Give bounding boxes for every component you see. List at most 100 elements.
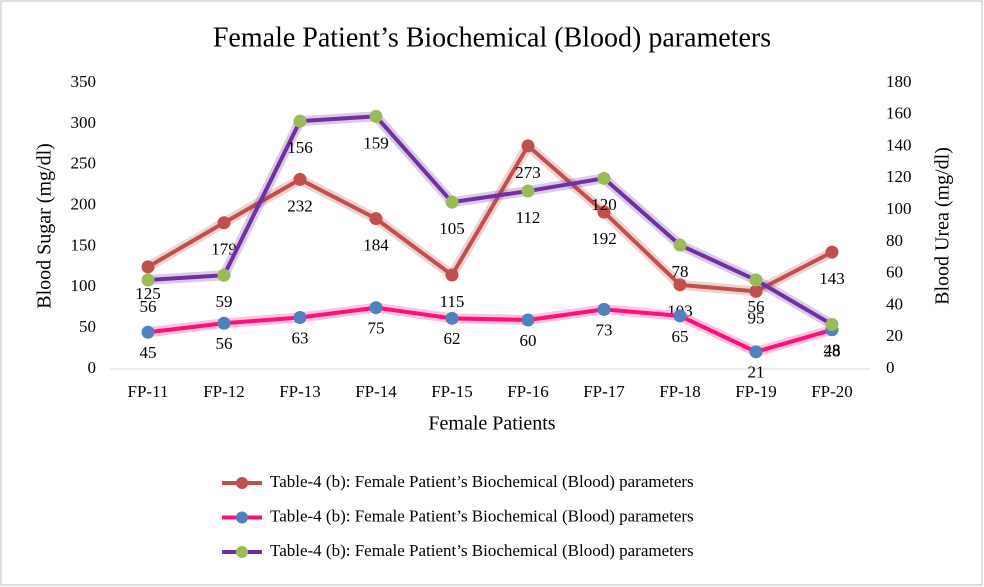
x-tick-label: FP-19 bbox=[735, 382, 777, 401]
data-point bbox=[521, 139, 535, 153]
data-point bbox=[217, 316, 231, 330]
x-tick-label: FP-17 bbox=[583, 382, 625, 401]
legend-marker bbox=[236, 511, 248, 524]
data-label: 62 bbox=[444, 329, 461, 348]
y2-tick-label: 60 bbox=[886, 263, 903, 282]
y2-tick-label: 180 bbox=[886, 72, 912, 91]
data-label: 156 bbox=[287, 138, 313, 157]
x-tick-label: FP-20 bbox=[811, 382, 853, 401]
data-point bbox=[369, 212, 383, 226]
data-label: 112 bbox=[516, 208, 541, 227]
data-label: 73 bbox=[596, 320, 613, 339]
data-point bbox=[141, 325, 155, 339]
data-label: 65 bbox=[672, 327, 689, 346]
data-point bbox=[673, 238, 687, 252]
data-label: 105 bbox=[439, 219, 465, 238]
data-label: 75 bbox=[368, 319, 385, 338]
data-label: 143 bbox=[819, 269, 845, 288]
data-point bbox=[597, 205, 611, 219]
x-tick-label: FP-16 bbox=[507, 382, 549, 401]
data-point bbox=[825, 318, 839, 332]
data-label: 273 bbox=[515, 163, 541, 182]
y-tick-label: 50 bbox=[79, 317, 96, 336]
data-label: 59 bbox=[216, 292, 233, 311]
chart-title: Female Patient’s Biochemical (Blood) par… bbox=[213, 22, 771, 53]
data-point bbox=[597, 171, 611, 185]
y2-tick-label: 100 bbox=[886, 199, 912, 218]
data-label: 78 bbox=[672, 262, 689, 281]
y-axis-title: Blood Sugar (mg/dl) bbox=[34, 143, 56, 309]
y-tick-label: 250 bbox=[71, 154, 97, 173]
data-point bbox=[597, 302, 611, 316]
legend-marker bbox=[236, 546, 248, 558]
y-tick-label: 150 bbox=[71, 235, 97, 254]
data-point bbox=[673, 278, 687, 292]
x-tick-label: FP-18 bbox=[659, 382, 701, 401]
data-point bbox=[445, 195, 459, 209]
data-label: 120 bbox=[591, 195, 617, 214]
x-axis-title: Female Patients bbox=[428, 413, 555, 435]
y2-axis-title: Blood Urea (mg/dl) bbox=[932, 147, 954, 305]
data-point bbox=[217, 216, 231, 230]
data-label: 95 bbox=[748, 308, 765, 327]
data-point bbox=[749, 345, 763, 359]
data-label: 28 bbox=[824, 341, 841, 360]
data-label: 60 bbox=[520, 331, 537, 350]
data-label: 56 bbox=[216, 334, 233, 353]
data-label: 56 bbox=[748, 297, 765, 316]
data-label: 232 bbox=[287, 196, 313, 215]
y2-tick-label: 40 bbox=[886, 294, 903, 313]
x-tick-label: FP-11 bbox=[128, 382, 169, 401]
y2-tick-label: 160 bbox=[886, 104, 912, 123]
data-point bbox=[369, 301, 383, 315]
data-point bbox=[749, 273, 763, 287]
data-point bbox=[141, 273, 155, 287]
data-point bbox=[369, 109, 383, 123]
y2-tick-label: 0 bbox=[886, 358, 895, 377]
data-point bbox=[521, 184, 535, 198]
y-tick-label: 100 bbox=[71, 276, 97, 295]
y2-tick-label: 120 bbox=[886, 167, 912, 186]
data-label: 125 bbox=[135, 284, 161, 303]
data-label: 48 bbox=[824, 341, 841, 360]
legend-marker bbox=[236, 477, 248, 489]
x-tick-label: FP-12 bbox=[203, 382, 245, 401]
data-point bbox=[445, 311, 459, 325]
legend-label: Table-4 (b): Female Patient’s Biochemica… bbox=[270, 472, 694, 491]
y2-tick-label: 140 bbox=[886, 135, 912, 154]
x-tick-label: FP-15 bbox=[431, 382, 473, 401]
y-tick-label: 300 bbox=[71, 113, 97, 132]
series-line bbox=[147, 114, 834, 327]
x-tick-label: FP-14 bbox=[355, 382, 397, 401]
y-tick-label: 350 bbox=[71, 72, 97, 91]
data-point bbox=[293, 311, 307, 325]
x-tick-label: FP-13 bbox=[279, 382, 321, 401]
series-line bbox=[147, 305, 833, 354]
y-tick-label: 0 bbox=[88, 358, 97, 377]
data-label: 45 bbox=[140, 343, 157, 362]
data-point bbox=[749, 284, 763, 298]
legend-label: Table-4 (b): Female Patient’s Biochemica… bbox=[270, 541, 694, 560]
data-point bbox=[217, 268, 231, 282]
data-label: 56 bbox=[140, 297, 157, 316]
data-point bbox=[445, 268, 459, 282]
data-label: 179 bbox=[211, 240, 237, 259]
data-label: 63 bbox=[292, 328, 309, 347]
data-label: 184 bbox=[363, 236, 389, 255]
y-tick-label: 200 bbox=[71, 194, 97, 213]
legend-label: Table-4 (b): Female Patient’s Biochemica… bbox=[270, 506, 694, 525]
data-point bbox=[825, 245, 839, 259]
data-point bbox=[141, 260, 155, 274]
data-point bbox=[293, 172, 307, 186]
data-label: 115 bbox=[440, 292, 465, 311]
data-point bbox=[673, 309, 687, 323]
y2-tick-label: 20 bbox=[886, 326, 903, 345]
data-point bbox=[521, 313, 535, 327]
data-label: 21 bbox=[748, 363, 765, 382]
data-point bbox=[293, 114, 307, 128]
data-label: 159 bbox=[363, 133, 389, 152]
data-label: 192 bbox=[591, 229, 617, 248]
